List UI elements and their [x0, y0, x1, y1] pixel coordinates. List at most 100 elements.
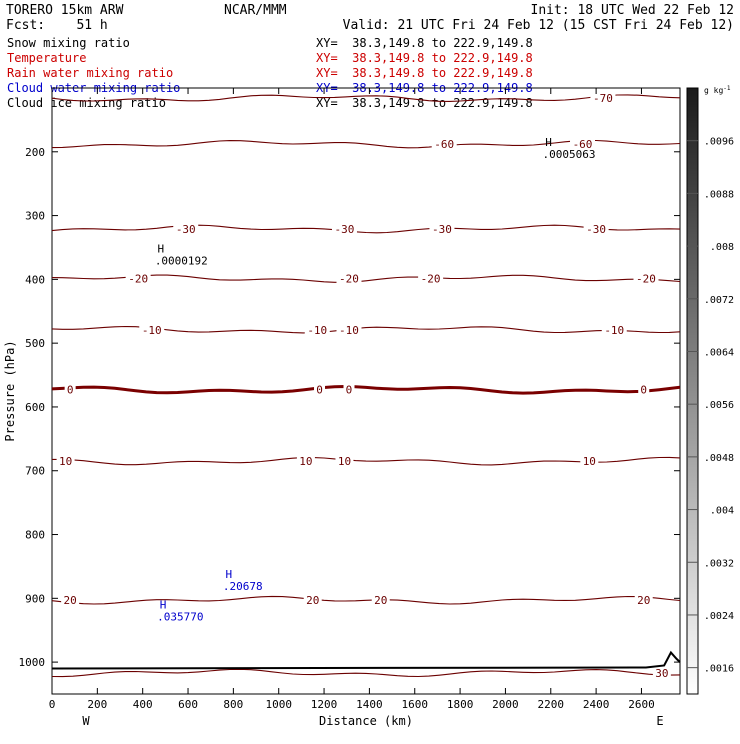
x-tick-label: 1200 — [311, 698, 338, 711]
field-xy-rain: XY= 38.3,149.8 to 222.9,149.8 — [316, 66, 533, 80]
extremum-high-marker: H — [545, 136, 552, 149]
contour-label: 30 — [655, 667, 668, 680]
extremum-high-marker: H — [160, 599, 167, 612]
extremum-value: .20678 — [223, 580, 263, 593]
contour-label: 0 — [346, 384, 353, 397]
contour-label-bg — [633, 272, 659, 285]
y-axis-title: Pressure (hPa) — [3, 340, 17, 441]
contour-label: -10 — [307, 324, 327, 337]
x-tick-label: 1400 — [356, 698, 383, 711]
contour-label-bg — [173, 222, 199, 235]
x-end-label-west: W — [82, 714, 90, 728]
x-tick-label: 800 — [223, 698, 243, 711]
terrain — [51, 650, 681, 670]
contour-label: 10 — [59, 455, 72, 468]
valid-time: Valid: 21 UTC Fri 24 Feb 12 (15 CST Fri … — [343, 18, 734, 33]
field-name-rain: Rain water mixing ratio — [7, 66, 173, 80]
contour-label: 0 — [640, 384, 647, 397]
temperature-contour-line — [51, 274, 681, 283]
x-end-label-east: E — [656, 714, 663, 728]
colorbar-unit: g kg-1 — [704, 85, 731, 95]
x-tick-label: 600 — [178, 698, 198, 711]
contour-label-bg — [303, 594, 322, 607]
contour-label-bg — [431, 138, 457, 151]
colorbar-tick-label: .0072 — [704, 295, 734, 306]
contour-label-bg — [580, 455, 599, 468]
field-xy-snow: XY= 38.3,149.8 to 222.9,149.8 — [316, 36, 533, 50]
contour-label-bg — [343, 383, 355, 396]
extremum-value: .0000192 — [155, 255, 208, 268]
contour-label: -30 — [432, 223, 452, 236]
contour-label-bg — [314, 383, 326, 396]
y-tick-label: 400 — [25, 273, 45, 286]
contour-label: -10 — [339, 324, 359, 337]
contour-label: 10 — [338, 455, 351, 468]
y-tick-label: 300 — [25, 210, 45, 223]
contour-label-bg — [296, 455, 315, 468]
temperature-contour-line — [51, 94, 681, 102]
contour-label-bg — [638, 383, 650, 396]
extremum-value: .0005063 — [543, 148, 596, 161]
field-name-snow: Snow mixing ratio — [7, 36, 130, 50]
colorbar-tick-label: .0024 — [704, 611, 734, 622]
extremum-high-marker: H — [158, 243, 165, 256]
contour-label-bg — [601, 323, 627, 336]
init-time: Init: 18 UTC Wed 22 Feb 12 — [531, 3, 735, 18]
contour-label-bg — [331, 222, 357, 235]
x-tick-label: 200 — [87, 698, 107, 711]
x-axis-title: Distance (km) — [319, 714, 413, 728]
contour-label: -20 — [128, 273, 148, 286]
temperature-contour-line — [51, 384, 681, 395]
temperature-contour-line — [52, 456, 681, 466]
field-name-temperature: Temperature — [7, 51, 86, 65]
extremum-value: .035770 — [157, 611, 203, 624]
contour-label: -30 — [335, 223, 355, 236]
colorbar — [686, 87, 699, 695]
colorbar-tick-label: .0088 — [704, 189, 734, 200]
contour-label: -60 — [434, 138, 454, 151]
x-tick-label: 400 — [133, 698, 153, 711]
contour-label: -10 — [142, 324, 162, 337]
contour-label-bg — [56, 455, 75, 468]
contour-label: 20 — [637, 594, 650, 607]
colorbar-tick-label: .0032 — [704, 558, 734, 569]
contour-label: 20 — [306, 594, 319, 607]
extremum-high-marker: H — [226, 568, 233, 581]
contour-label: -20 — [339, 273, 359, 286]
axes: 0 200 400 600 800 1000 1200 1400 1600 1800 2000 220… — [19, 88, 680, 711]
contour-label-bg — [583, 222, 609, 235]
terrain-line — [51, 650, 681, 670]
contour-label-bg — [429, 222, 455, 235]
contour-label: 20 — [64, 594, 77, 607]
field-xy-cloud-ice: XY= 38.3,149.8 to 222.9,149.8 — [316, 96, 533, 110]
contour-label-bg — [335, 455, 354, 468]
x-tick-label: 0 — [49, 698, 56, 711]
y-tick-label: 900 — [25, 592, 45, 605]
y-tick-label: 500 — [25, 337, 45, 350]
x-tick-label: 2200 — [538, 698, 565, 711]
x-tick-label: 2400 — [583, 698, 610, 711]
contour-label-bg — [64, 383, 76, 396]
contour-label: 0 — [67, 384, 74, 397]
y-tick-label: 200 — [25, 146, 45, 159]
contour-label: -70 — [593, 92, 613, 105]
contour-label: -20 — [636, 273, 656, 286]
y-tick-label: 600 — [25, 401, 45, 414]
contour-label-bg — [652, 666, 671, 679]
field-xy-temperature: XY= 38.3,149.8 to 222.9,149.8 — [316, 51, 533, 65]
y-tick-label: 700 — [25, 465, 45, 478]
contour-label-bg — [634, 594, 653, 607]
x-tick-label: 2000 — [492, 698, 519, 711]
colorbar-tick-label: .0048 — [704, 453, 734, 464]
colorbar-tick-label: .0064 — [704, 347, 734, 358]
contour-label-bg — [336, 323, 362, 336]
colorbar-tick-label: .0016 — [704, 664, 734, 675]
colorbar-tick-label: .0096 — [704, 137, 734, 148]
contour-label-bg — [139, 323, 165, 336]
colorbar-ticks: .0016 .0024 .0032 .004 .0048 .0056 .0064 .0072.… — [687, 137, 734, 675]
contour-label: -10 — [604, 324, 624, 337]
contour-label: 10 — [583, 455, 596, 468]
contour-label-bg — [304, 323, 330, 336]
